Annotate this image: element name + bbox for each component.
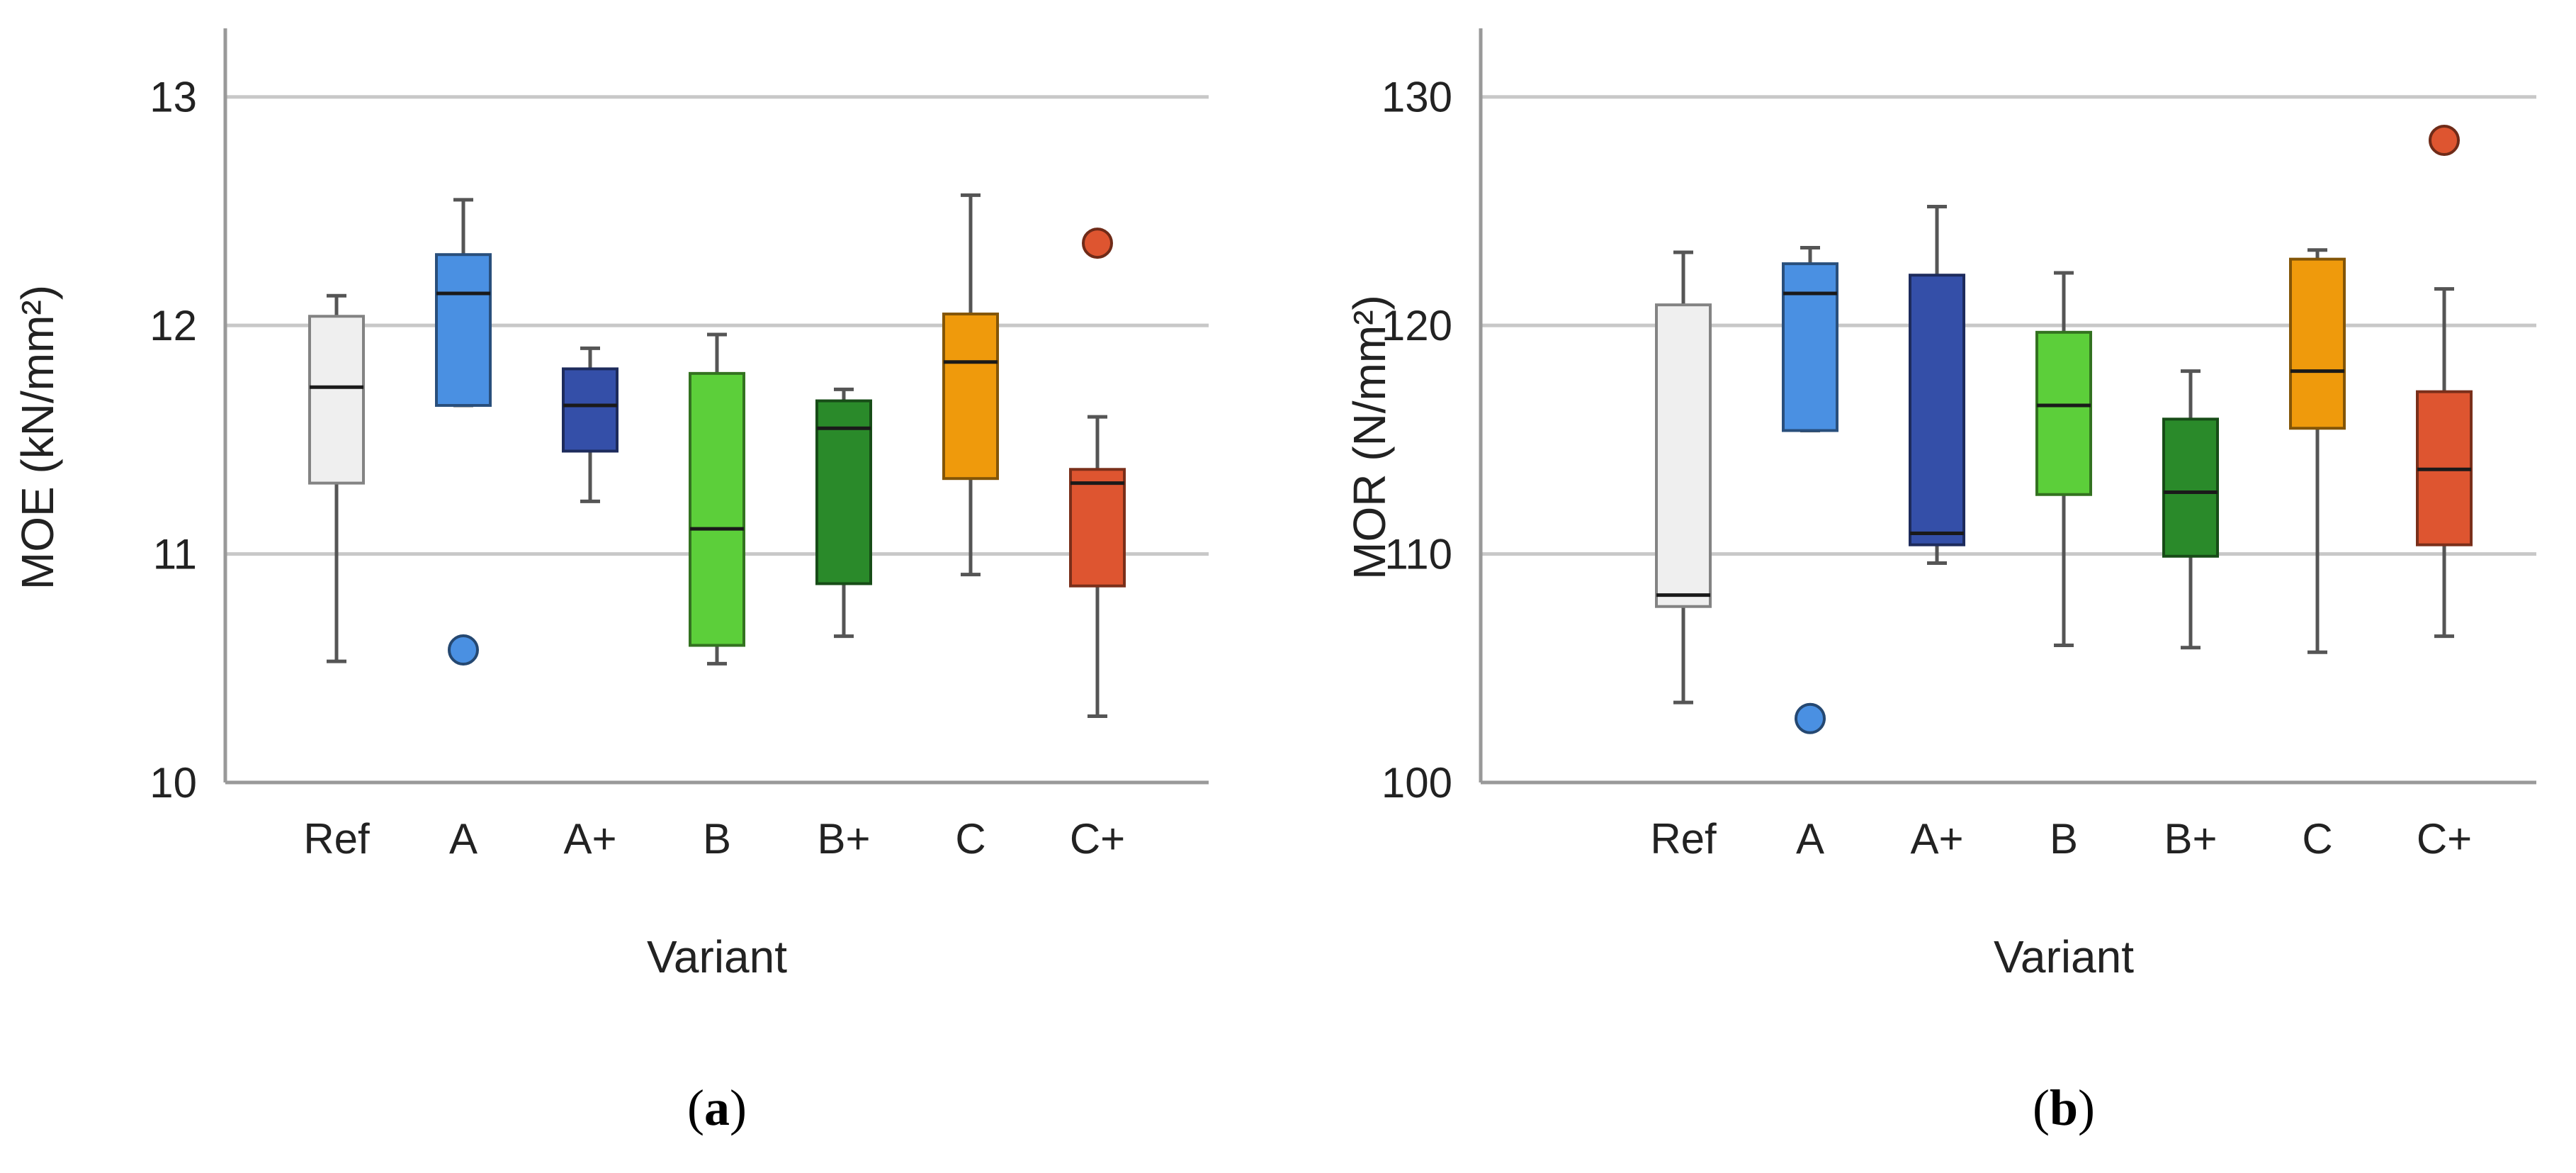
x-axis-label: Variant [647,931,787,982]
x-tick-label: A+ [1910,815,1963,863]
box-b-plus [2162,369,2219,650]
box-plots [308,193,1126,718]
y-tick-label: 10 [149,759,197,807]
y-tick-label: 13 [149,74,197,121]
box-iqr [1782,262,1838,432]
box-a-plus [1909,204,1965,565]
y-axis-label: MOR (N/mm²) [1344,295,1395,580]
box-c-plus [2416,287,2473,639]
box-iqr [2162,417,2219,558]
x-tick-label: C+ [2417,815,2472,863]
y-tick-label: 100 [1382,759,1452,807]
box-c [2289,248,2346,654]
box-ref [308,293,365,663]
y-tick-label: 12 [149,302,197,349]
box-iqr [2289,257,2346,430]
box-ref [1655,250,1712,705]
box-a-plus [562,346,618,503]
y-tick-label: 130 [1382,74,1452,121]
box-iqr [308,315,365,485]
y-tick-labels: 100 110 120 130 [1382,74,1452,807]
box-a [1782,246,1838,432]
box-a [435,198,492,408]
caption-letter: b [2050,1079,2078,1136]
box-iqr [562,367,618,453]
box-c [942,193,999,577]
box-iqr [2035,330,2092,496]
box-plots [1655,124,2473,734]
box-iqr [1069,468,1126,588]
x-tick-label: C+ [1070,815,1125,863]
panel-caption: (b) [2033,1079,2095,1136]
outlier-point [1082,228,1113,259]
x-tick-label: B+ [817,815,870,863]
box-b [689,332,745,666]
x-tick-label: B+ [2164,815,2217,863]
x-tick-label: B [703,815,731,863]
y-axis-label: MOE (kN/mm²) [12,285,63,590]
x-tick-label: Ref [303,815,370,863]
box-b [2035,271,2092,648]
outlier-point [2429,124,2460,156]
panel-caption: (a) [687,1079,747,1136]
x-tick-label: Ref [1650,815,1717,863]
outlier-point [448,634,479,666]
caption-letter: a [704,1079,730,1136]
x-tick-label: A+ [563,815,616,863]
box-iqr [435,253,492,408]
x-tick-labels: Ref A A+ B B+ C C+ [303,815,1125,863]
panel-b: 100 110 120 130 Ref A A+ B B+ C C+ MOR (N/mm²) Va… [1344,28,2536,1136]
box-c-plus [1069,415,1126,718]
box-iqr [815,399,872,585]
x-tick-label: A [449,815,478,863]
y-tick-label: 110 [1384,531,1452,578]
x-tick-label: A [1796,815,1824,863]
box-iqr [1909,274,1965,546]
outlier-point [1795,702,1826,734]
box-iqr [1655,303,1712,608]
x-tick-label: B [2050,815,2078,863]
y-tick-labels: 10 11 12 13 [149,74,197,807]
x-tick-label: C [955,815,985,863]
box-iqr [942,313,999,481]
x-tick-labels: Ref A A+ B B+ C C+ [1650,815,2472,863]
box-b-plus [815,387,872,639]
y-tick-label: 120 [1382,302,1452,349]
x-tick-label: C [2302,815,2332,863]
box-iqr [689,371,745,647]
x-axis-label: Variant [1994,931,2134,982]
panel-a: 10 11 12 13 Ref A A+ B B+ C C+ MOE (kN/mm²) Varia… [12,28,1209,1136]
grid-lines [1481,95,2536,556]
y-tick-label: 11 [153,531,197,578]
